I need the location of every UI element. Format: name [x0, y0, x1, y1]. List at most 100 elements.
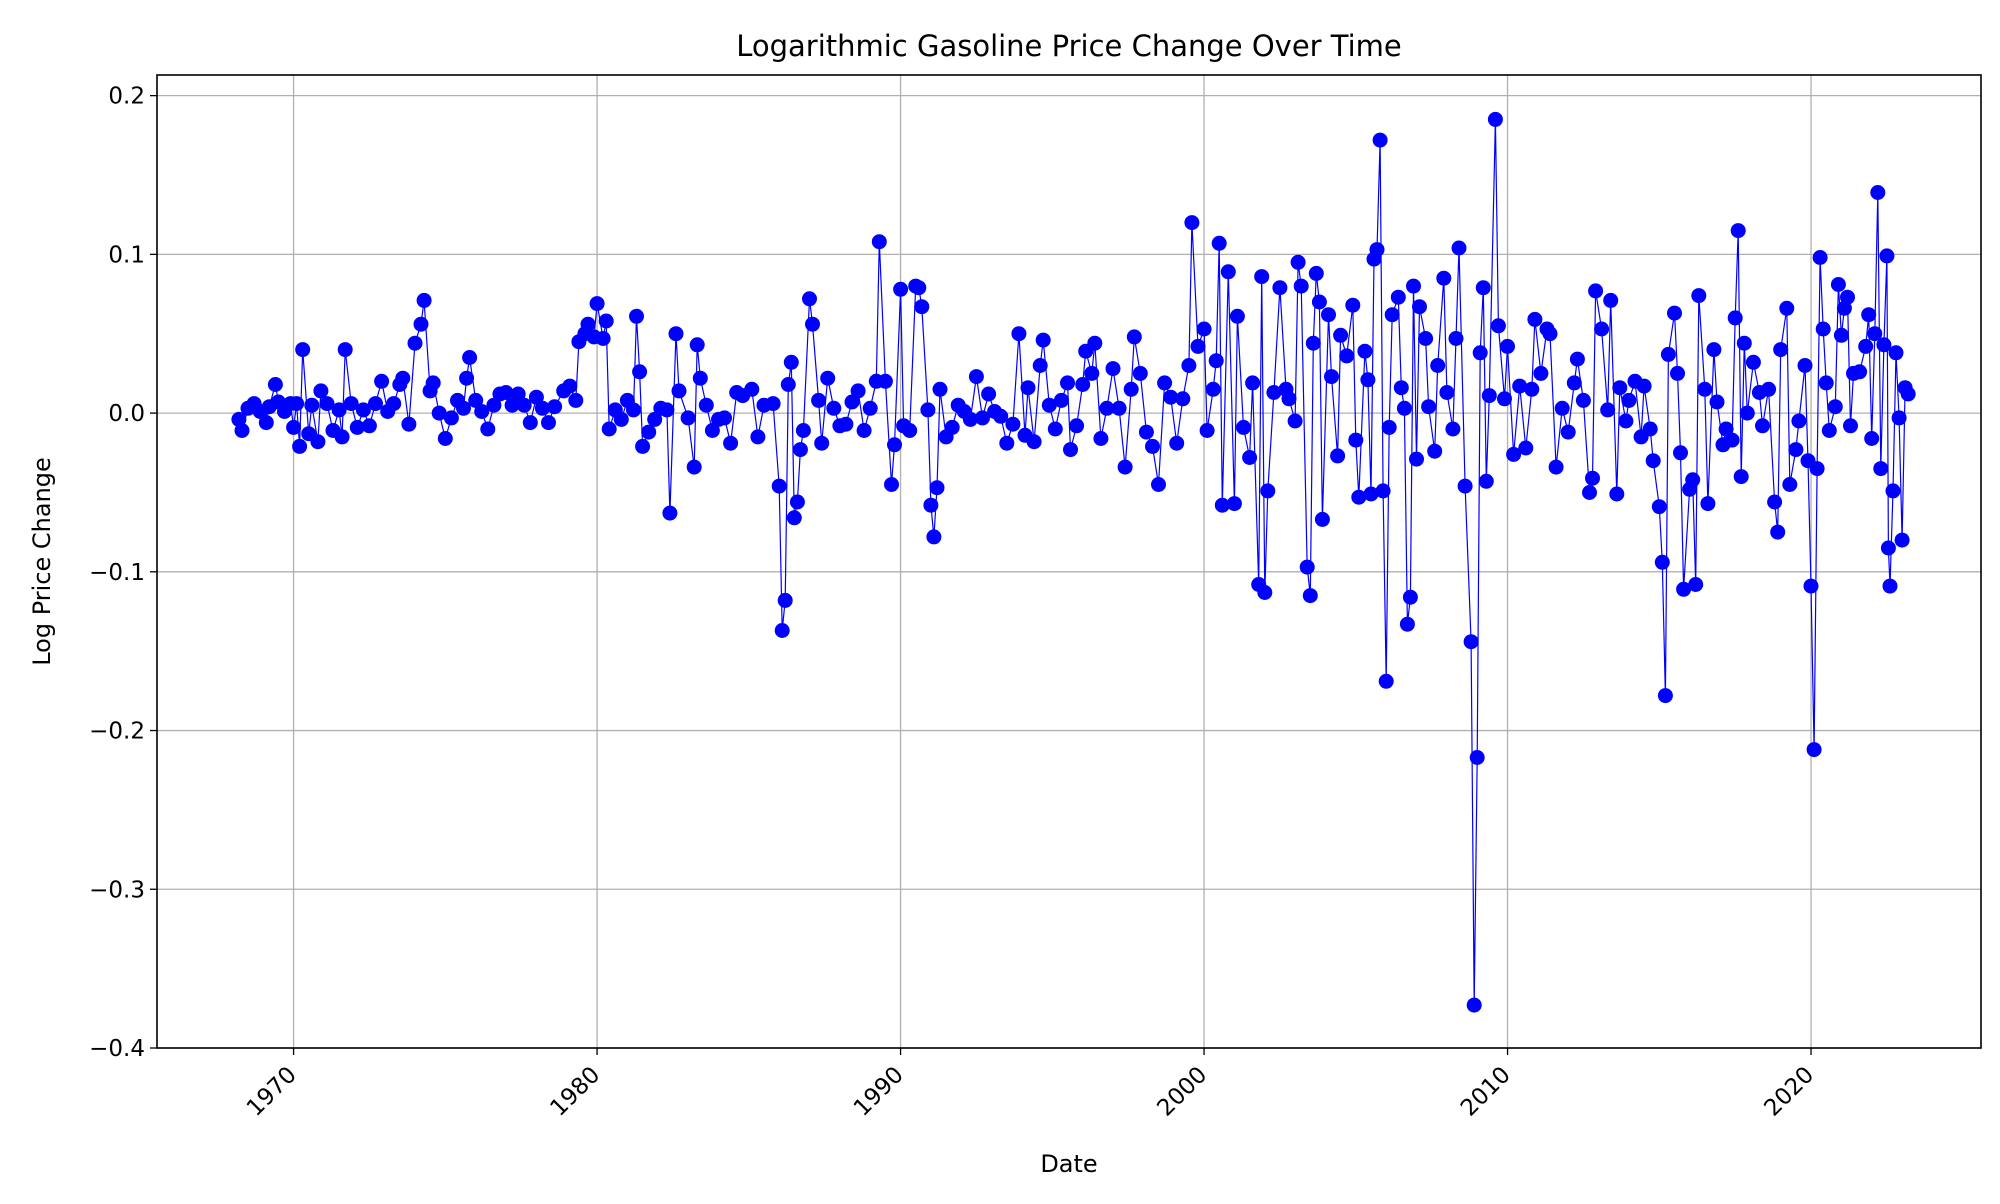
- data-point: [1755, 418, 1770, 434]
- data-point: [1566, 375, 1582, 391]
- data-point: [334, 429, 350, 445]
- data-point: [1876, 337, 1892, 353]
- data-point: [1709, 394, 1725, 410]
- data-point: [962, 411, 978, 427]
- data-point: [1360, 372, 1376, 388]
- data-point: [407, 335, 423, 351]
- data-point: [920, 402, 936, 418]
- data-point: [717, 410, 732, 426]
- data-point: [1418, 331, 1434, 346]
- x-axis-label: Date: [1040, 1150, 1097, 1178]
- data-point: [1657, 688, 1673, 704]
- data-point: [1302, 588, 1318, 604]
- data-point: [295, 342, 311, 358]
- data-point: [1575, 392, 1591, 408]
- y-tick-label: −0.1: [89, 560, 145, 586]
- data-point: [1803, 578, 1819, 594]
- data-point: [1348, 432, 1364, 448]
- data-point: [856, 423, 872, 438]
- data-point: [744, 381, 760, 397]
- data-point: [1242, 450, 1258, 465]
- data-point: [1321, 307, 1336, 323]
- data-point: [783, 354, 799, 370]
- data-point: [1430, 358, 1446, 373]
- data-point: [1621, 392, 1637, 408]
- data-point: [1281, 391, 1297, 407]
- data-point: [601, 421, 617, 437]
- data-point: [1299, 559, 1315, 575]
- data-point: [774, 623, 790, 638]
- data-point: [313, 383, 329, 399]
- data-point: [1843, 418, 1858, 434]
- data-point: [1272, 280, 1288, 296]
- data-point: [1691, 288, 1707, 304]
- data-point: [1727, 310, 1743, 326]
- data-point: [929, 480, 945, 496]
- data-point: [902, 423, 918, 438]
- data-point: [771, 478, 787, 494]
- data-point: [1406, 278, 1421, 294]
- data-point: [1396, 400, 1412, 416]
- data-point: [1184, 215, 1200, 231]
- data-point: [1032, 358, 1048, 373]
- data-point: [1706, 342, 1722, 358]
- data-point: [1667, 305, 1682, 321]
- data-point: [981, 386, 997, 402]
- data-point: [914, 299, 930, 315]
- data-point: [292, 438, 308, 454]
- data-point: [1157, 375, 1173, 391]
- data-point: [349, 419, 365, 435]
- data-point: [1205, 381, 1221, 397]
- data-point: [1864, 431, 1880, 446]
- data-point: [1651, 499, 1667, 515]
- data-point: [386, 396, 402, 412]
- data-point: [1369, 242, 1385, 258]
- data-point: [1287, 413, 1303, 429]
- data-point: [975, 410, 990, 426]
- data-point: [877, 373, 893, 389]
- data-point: [820, 370, 836, 386]
- data-point: [1293, 278, 1309, 294]
- data-point: [1730, 223, 1746, 239]
- data-point: [1117, 459, 1133, 475]
- data-point: [1609, 486, 1625, 502]
- data-point: [993, 408, 1009, 424]
- data-point: [1169, 435, 1185, 451]
- data-point: [668, 326, 684, 342]
- data-point: [310, 434, 326, 450]
- data-point: [1229, 308, 1245, 324]
- data-point: [698, 397, 714, 413]
- data-point: [1175, 391, 1191, 407]
- data-point: [1642, 421, 1658, 437]
- data-point: [1345, 297, 1361, 313]
- data-point: [689, 337, 705, 353]
- data-point: [1084, 365, 1100, 381]
- data-point: [1852, 364, 1868, 380]
- data-point: [462, 350, 478, 365]
- data-point: [1472, 345, 1488, 361]
- data-point: [1314, 511, 1330, 527]
- data-point: [595, 331, 611, 346]
- data-point: [1041, 397, 1057, 413]
- data-point: [944, 419, 960, 435]
- data-point: [395, 370, 411, 386]
- data-point: [1181, 358, 1197, 373]
- data-point: [1481, 388, 1497, 404]
- data-point: [522, 415, 538, 431]
- data-point: [1554, 400, 1570, 416]
- data-point: [1226, 496, 1242, 512]
- data-point: [1761, 381, 1777, 397]
- data-point: [1527, 311, 1543, 327]
- data-point: [1894, 532, 1910, 548]
- data-point: [1882, 578, 1898, 594]
- data-point: [1011, 326, 1027, 342]
- data-point: [1211, 235, 1227, 251]
- data-point: [1533, 365, 1549, 381]
- data-point: [443, 410, 459, 426]
- data-point: [1339, 348, 1355, 364]
- data-point: [1111, 400, 1127, 416]
- data-point: [1821, 423, 1837, 438]
- data-point: [1372, 132, 1388, 148]
- data-point: [1436, 270, 1452, 286]
- data-point: [662, 505, 678, 521]
